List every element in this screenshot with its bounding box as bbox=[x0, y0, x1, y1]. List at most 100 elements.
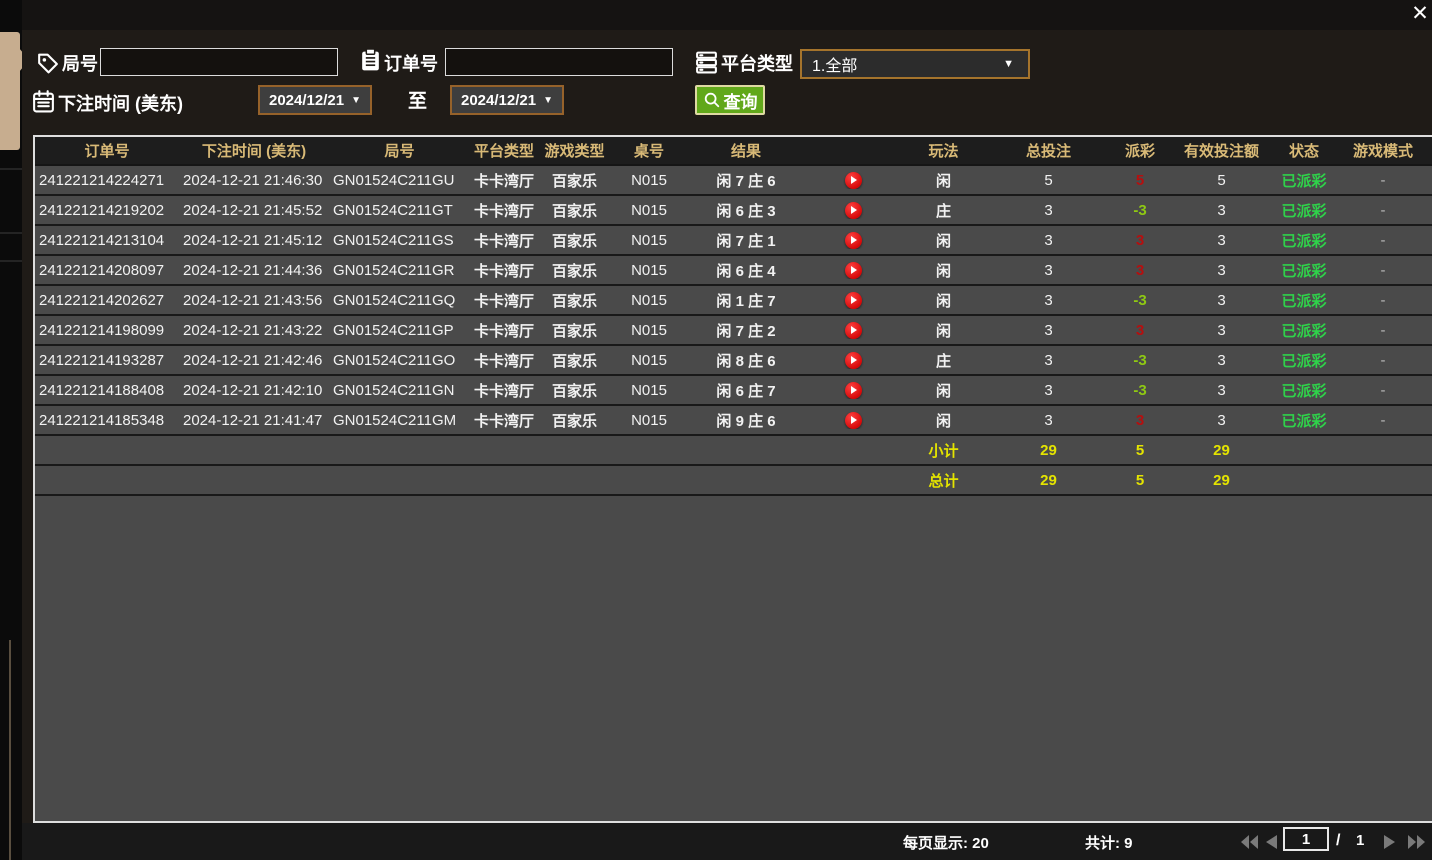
cell-total-bet: 3 bbox=[1044, 261, 1053, 279]
cell-bet-option: 闲 bbox=[935, 382, 951, 400]
date-to-picker[interactable]: 2024/12/21 ▼ bbox=[450, 85, 564, 115]
replay-button[interactable] bbox=[844, 261, 862, 279]
subtotal-row-valid_bet: 29 bbox=[1213, 441, 1230, 459]
column-header: 有效投注额 bbox=[1183, 143, 1259, 160]
cell-game-type: 百家乐 bbox=[551, 352, 597, 370]
replay-button[interactable] bbox=[844, 201, 862, 219]
query-button[interactable]: 查询 bbox=[695, 85, 765, 115]
chevron-right-icon bbox=[1384, 835, 1395, 849]
replay-button[interactable] bbox=[844, 291, 862, 309]
replay-button[interactable] bbox=[844, 351, 862, 369]
double-chevron-left-icon bbox=[1241, 835, 1258, 849]
cell-table-no: N015 bbox=[631, 231, 667, 249]
cell-table-no: N015 bbox=[631, 261, 667, 279]
cell-replay bbox=[805, 231, 901, 249]
table-row: 241221214219202 2024-12-21 21:45:52 GN0152… bbox=[35, 196, 1432, 226]
table-row: 241221214198099 2024-12-21 21:43:22 GN0152… bbox=[35, 316, 1432, 346]
tag-icon bbox=[38, 53, 58, 74]
close-button[interactable]: ✕ bbox=[1411, 2, 1429, 25]
cell-status: 已派彩 bbox=[1281, 202, 1327, 220]
background-divider bbox=[0, 260, 22, 262]
cell-payout: 3 bbox=[1135, 261, 1145, 279]
cell-table-no: N015 bbox=[631, 171, 667, 189]
cell-game-mode: - bbox=[1380, 201, 1386, 219]
cell-total-bet: 3 bbox=[1044, 381, 1053, 399]
cell-game-type: 百家乐 bbox=[551, 412, 597, 430]
replay-button[interactable] bbox=[844, 231, 862, 249]
cell-bet-time: 2024-12-21 21:41:47 bbox=[183, 411, 323, 429]
cell-total-bet: 3 bbox=[1044, 231, 1053, 249]
platform-type-select[interactable]: 1.全部 ▼ bbox=[800, 49, 1030, 79]
cell-valid-bet: 3 bbox=[1217, 321, 1226, 339]
grand-total-row: 总计 29 5 29 bbox=[35, 466, 1432, 496]
next-page-button[interactable] bbox=[1384, 835, 1395, 849]
cell-result: 闲 8 庄 6 bbox=[716, 352, 776, 370]
order-no-input[interactable] bbox=[445, 48, 673, 76]
replay-button[interactable] bbox=[844, 171, 862, 189]
cell-valid-bet: 3 bbox=[1217, 201, 1226, 219]
table-row: 241221214213104 2024-12-21 21:45:12 GN0152… bbox=[35, 226, 1432, 256]
cell-game-mode: - bbox=[1380, 321, 1386, 339]
background-divider bbox=[0, 232, 22, 234]
column-header: 局号 bbox=[384, 143, 415, 160]
cell-replay bbox=[805, 381, 901, 399]
page-total: 1 bbox=[1356, 832, 1365, 849]
cell-status: 已派彩 bbox=[1281, 412, 1327, 430]
date-from-picker[interactable]: 2024/12/21 ▼ bbox=[258, 85, 372, 115]
cell-result: 闲 1 庄 7 bbox=[716, 292, 776, 310]
subtotal-row-total_bet: 29 bbox=[1040, 441, 1057, 459]
cell-result: 闲 6 庄 4 bbox=[716, 262, 776, 280]
cell-bet-time: 2024-12-21 21:43:22 bbox=[183, 321, 323, 339]
cell-platform: 卡卡湾厅 bbox=[473, 232, 534, 250]
page-number-input[interactable] bbox=[1283, 827, 1329, 851]
cell-total-bet: 3 bbox=[1044, 351, 1053, 369]
column-header: 玩法 bbox=[928, 143, 959, 160]
cell-replay bbox=[805, 171, 901, 189]
platform-icon bbox=[696, 51, 717, 74]
cell-order-no: 241221214185348 bbox=[39, 411, 165, 429]
per-page-indicator: 每页显示: 20 bbox=[903, 832, 989, 853]
grand-total-row-label: 总计 bbox=[928, 472, 959, 490]
cell-game-mode: - bbox=[1380, 171, 1386, 189]
first-page-button[interactable] bbox=[1241, 835, 1258, 849]
cell-game-mode: - bbox=[1380, 351, 1386, 369]
replay-button[interactable] bbox=[844, 321, 862, 339]
cell-bet-option: 庄 bbox=[935, 352, 951, 370]
prev-page-button[interactable] bbox=[1266, 835, 1277, 849]
cell-game-type: 百家乐 bbox=[551, 202, 597, 220]
cell-platform: 卡卡湾厅 bbox=[473, 382, 534, 400]
cell-replay bbox=[805, 411, 901, 429]
cell-bet-option: 闲 bbox=[935, 292, 951, 310]
cell-game-mode: - bbox=[1380, 291, 1386, 309]
table-row: 241221214208097 2024-12-21 21:44:36 GN0152… bbox=[35, 256, 1432, 286]
cell-game-type: 百家乐 bbox=[551, 292, 597, 310]
play-icon bbox=[851, 296, 857, 304]
cell-order-no: 241221214219202 bbox=[39, 201, 165, 219]
column-header: 游戏类型 bbox=[544, 143, 605, 160]
column-header: 游戏模式 bbox=[1352, 143, 1413, 160]
column-header: 订单号 bbox=[84, 143, 130, 160]
cell-valid-bet: 3 bbox=[1217, 381, 1226, 399]
cell-table-no: N015 bbox=[631, 321, 667, 339]
cell-payout: 5 bbox=[1135, 171, 1145, 189]
cell-round-no: GN01524C211GM bbox=[333, 411, 457, 429]
cell-round-no: GN01524C211GU bbox=[333, 171, 455, 189]
replay-button[interactable] bbox=[844, 381, 862, 399]
cell-order-no: 241221214208097 bbox=[39, 261, 165, 279]
cell-game-mode: - bbox=[1380, 381, 1386, 399]
cell-result: 闲 6 庄 7 bbox=[716, 382, 776, 400]
table-row: 241221214193287 2024-12-21 21:42:46 GN0152… bbox=[35, 346, 1432, 376]
round-no-input[interactable] bbox=[100, 48, 338, 76]
cell-total-bet: 3 bbox=[1044, 291, 1053, 309]
table-header-row: 订单号 下注时间 (美东) 局号 平台类型 游戏类型 桌号 结果 玩法 总投注 派彩 有效投注额 状态… bbox=[35, 137, 1432, 166]
subtotal-row: 小计 29 5 29 bbox=[35, 436, 1432, 466]
cell-game-type: 百家乐 bbox=[551, 262, 597, 280]
chevron-down-icon: ▼ bbox=[543, 94, 553, 106]
cell-replay bbox=[805, 321, 901, 339]
replay-button[interactable] bbox=[844, 411, 862, 429]
grand-total-row-total_bet: 29 bbox=[1040, 471, 1057, 489]
cell-bet-option: 闲 bbox=[935, 172, 951, 190]
order-no-label: 订单号 bbox=[384, 54, 438, 74]
last-page-button[interactable] bbox=[1408, 835, 1425, 849]
table-row: 241221214185348 2024-12-21 21:41:47 GN0152… bbox=[35, 406, 1432, 436]
